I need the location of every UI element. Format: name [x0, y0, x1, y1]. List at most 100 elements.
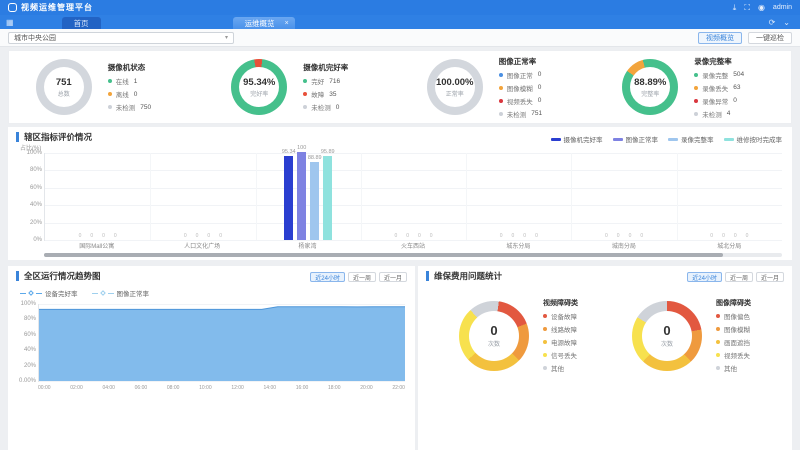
tab-close-icon[interactable]: ×	[284, 19, 289, 27]
bar-value-label: 95.34	[281, 149, 296, 156]
stat-card: 100.00% 正常率 图像正常率 图像正常 0 图像模糊 0 视频丢失 0 未检测 751	[400, 51, 596, 123]
zero-label: 0	[511, 233, 515, 239]
legend-line-icon	[723, 137, 734, 141]
legend-dot-icon	[716, 314, 720, 318]
stat-legend-item: 完好 716	[303, 76, 373, 86]
chart-scrollbar	[44, 253, 782, 257]
stat-unit: 完整率	[641, 91, 660, 98]
stat-legend: 摄像机完好率 完好 716 故障 35 未检测 0	[303, 62, 373, 112]
bar-legend-item[interactable]: 维修按时完成率	[723, 134, 782, 144]
zero-values: 0 0 0 0	[500, 233, 538, 239]
zero-label: 0	[219, 233, 222, 239]
trend-range-button[interactable]: 近24小时	[310, 272, 345, 282]
trend-range-button[interactable]: 近一月	[378, 272, 407, 282]
y-tick-label: 0%	[33, 237, 42, 243]
workorder-range-button[interactable]: 近一月	[755, 272, 784, 282]
legend-label: 信号丢失	[551, 353, 577, 360]
legend-dot-icon	[543, 340, 547, 344]
user-icon[interactable]: ◉	[757, 2, 765, 12]
legend-dot-icon	[543, 353, 547, 357]
chevron-down-icon: ▾	[224, 35, 228, 41]
refresh-icon[interactable]: ⟳	[768, 18, 776, 27]
download-icon[interactable]: ⤓	[732, 2, 737, 12]
region-select-value: 城市中央公园	[14, 34, 56, 42]
bar-value-label: 95.89	[320, 148, 335, 155]
legend-line-icon	[668, 137, 678, 141]
workorder-unit: 次数	[660, 342, 673, 348]
bar-legend-item[interactable]: 录像完整率	[668, 134, 714, 144]
tab-home-label: 首页	[73, 18, 89, 28]
stat-legend-item: 未检测 751	[498, 109, 569, 119]
trend-x-axis: 00:00 02:00 04:00 06:00 08:00 10:00 12:00 14:00…	[38, 385, 405, 391]
legend-dot-icon	[543, 327, 547, 331]
bar-chart-title: 辖区指标评价情况	[16, 132, 92, 142]
bar-legend-item[interactable]: 图像正常率	[612, 134, 658, 144]
category-label: 城北分局	[717, 244, 742, 250]
legend-dot-icon	[716, 340, 720, 344]
stat-legend-item: 录像异常 0	[694, 96, 764, 106]
chart-scrollbar-thumb[interactable]	[44, 253, 723, 257]
stat-donut-center: 88.89% 完整率	[630, 67, 671, 107]
legend-label: 图像模糊	[724, 327, 750, 334]
fullscreen-icon[interactable]: ⛶	[744, 2, 750, 12]
workorder-legend-item: 线路故障	[543, 324, 578, 334]
stat-card: 95.34% 完好率 摄像机完好率 完好 716 故障 35 未检测 0	[205, 51, 401, 123]
legend-label: 设备故障	[551, 314, 577, 321]
legend-dot-icon	[498, 111, 503, 116]
workorder-legend: 图像障碍类 图像偏色 图像模糊 画面遮挡 视频丢失 其他	[716, 298, 751, 373]
menu-icon[interactable]: ▦	[6, 18, 14, 27]
bar[interactable]: 88.89	[308, 155, 322, 240]
workorder-donut-group: 0 次数 视频障碍类 设备故障 线路故障 电源故障 信号丢失 其他	[459, 298, 578, 373]
legend-value: 0	[733, 97, 737, 104]
workorder-range-button[interactable]: 近一周	[724, 272, 753, 282]
legend-value: 0	[537, 71, 542, 78]
bar[interactable]: 95.89	[321, 149, 335, 240]
legend-value: 504	[733, 71, 745, 78]
zero-label: 0	[722, 233, 725, 239]
stat-donut-center: 751 总数	[43, 67, 84, 107]
workorder-range-button[interactable]: 近24小时	[687, 272, 722, 282]
trend-range-button[interactable]: 近一周	[347, 272, 376, 282]
tab-ops-overview-label: 运维概览	[244, 18, 275, 28]
trend-legend-item[interactable]: 图像正常率	[91, 288, 149, 298]
stat-legend-item: 录像丢失 63	[694, 83, 764, 93]
zero-label: 0	[628, 233, 632, 239]
bar-legend-item[interactable]: 摄像机完好率	[550, 134, 603, 144]
tab-ops-overview[interactable]: 运维概览 ×	[232, 17, 295, 29]
one-key-patrol-button[interactable]: 一键巡检	[748, 31, 792, 44]
zero-label: 0	[78, 233, 82, 239]
stat-donut: 751 总数	[35, 59, 92, 115]
bar[interactable]: 100	[297, 145, 306, 240]
tab-home[interactable]: 首页	[61, 17, 101, 29]
gridline-h: 0.00%	[19, 378, 405, 384]
legend-label: 未检测	[115, 105, 136, 112]
bar[interactable]: 95.34	[282, 149, 296, 240]
workorder-legend: 视频障碍类 设备故障 线路故障 电源故障 信号丢失 其他	[543, 298, 578, 373]
app-title: 视频运维管理平台	[21, 3, 93, 12]
zero-label: 0	[429, 233, 433, 239]
app-header: 视频运维管理平台 ⤓ ⛶ ◉ admin	[0, 0, 800, 15]
stat-legend-item: 未检测 0	[303, 102, 373, 112]
gridline-h: 80%	[30, 167, 782, 173]
zero-values: 0 0 0 0	[79, 233, 117, 239]
gridline-h: 0%	[33, 237, 782, 243]
region-select[interactable]: 城市中央公园 ▾	[8, 31, 234, 44]
stat-legend-item: 未检测 4	[694, 109, 764, 119]
legend-label: 故障	[311, 92, 325, 99]
workorder-legend-item: 电源故障	[543, 337, 578, 347]
gridline-h: 40%	[30, 202, 782, 208]
video-overview-button[interactable]: 视频概览	[698, 31, 742, 44]
stat-legend-item: 录像完整 504	[694, 70, 764, 80]
legend-label: 视频丢失	[506, 98, 533, 106]
username[interactable]: admin	[772, 4, 792, 11]
trend-legend-item[interactable]: 设备完好率	[20, 288, 78, 298]
zero-label: 0	[523, 233, 527, 239]
zero-label: 0	[616, 233, 620, 239]
bar-chart-y-axis-label: 占比(%)	[20, 146, 42, 152]
x-tick-label: 14:00	[263, 385, 277, 391]
zero-label: 0	[499, 233, 503, 239]
legend-line-icon	[20, 292, 26, 294]
header-actions: ⤓ ⛶ ◉ admin	[732, 2, 792, 12]
collapse-icon[interactable]: ⌄	[783, 18, 790, 27]
x-tick-label: 00:00	[38, 385, 51, 391]
